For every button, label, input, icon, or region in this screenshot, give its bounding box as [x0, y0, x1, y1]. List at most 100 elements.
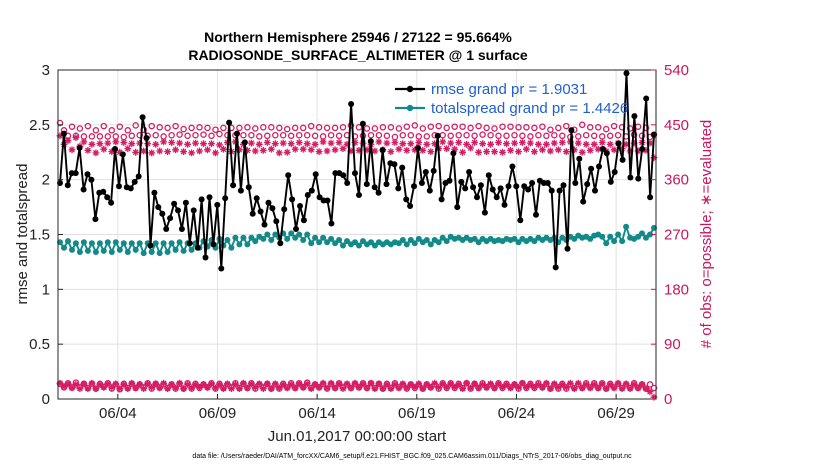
obs-evaluated-marker — [543, 140, 550, 148]
obs-possible-marker — [236, 124, 243, 132]
obs-evaluated-marker — [646, 139, 654, 147]
obs-evaluated-low-marker — [327, 379, 335, 387]
totalspread-point — [264, 231, 271, 238]
obs-possible-low-marker — [467, 385, 474, 392]
obs-possible-low-marker — [268, 385, 275, 392]
rmse-point — [477, 182, 484, 189]
rmse-point — [151, 189, 158, 196]
obs-possible-marker — [212, 126, 219, 133]
obs-possible-marker — [276, 124, 283, 132]
obs-evaluated-marker — [104, 139, 112, 147]
rmse-point — [297, 203, 303, 209]
obs-evaluated-low-marker — [371, 385, 379, 392]
rmse-point — [116, 183, 122, 190]
obs-evaluated-low-marker — [614, 379, 622, 387]
totalspread-point — [65, 238, 71, 245]
obs-evaluated-low-marker — [84, 385, 92, 392]
obs-evaluated-low-marker — [387, 385, 395, 392]
rmse-point — [202, 254, 209, 261]
obs-evaluated-low-marker — [303, 380, 311, 388]
obs-possible-marker — [283, 125, 291, 133]
obs-evaluated-marker — [184, 140, 191, 148]
rmse-point — [218, 265, 225, 272]
obs-possible-low-marker — [228, 384, 235, 391]
obs-possible-low-marker — [387, 384, 395, 392]
obs-evaluated-low-marker — [96, 381, 104, 388]
obs-evaluated-marker — [598, 139, 606, 146]
obs-evaluated-marker — [507, 147, 514, 154]
obs-evaluated-marker — [96, 140, 104, 148]
rmse-point — [261, 221, 268, 228]
obs-evaluated-low-marker — [323, 384, 331, 392]
obs-possible-marker — [120, 133, 128, 141]
obs-possible-marker — [323, 124, 331, 132]
rmse-point — [383, 181, 390, 188]
obs-possible-marker — [311, 132, 319, 140]
obs-possible-marker — [252, 125, 259, 132]
obs-evaluated-marker — [495, 139, 502, 146]
obs-possible-marker — [80, 133, 88, 140]
obs-evaluated-marker — [80, 138, 88, 146]
obs-possible-low-marker — [547, 385, 554, 392]
obs-evaluated-marker — [331, 146, 339, 154]
obs-possible-marker — [590, 132, 598, 140]
rmse-point — [356, 192, 362, 198]
rmse-point — [379, 147, 386, 154]
obs-evaluated-low-marker — [244, 384, 251, 392]
obs-evaluated-low-marker — [431, 379, 439, 387]
obs-possible-marker — [216, 130, 223, 138]
obs-evaluated-low-marker — [598, 380, 606, 388]
obs-possible-marker — [575, 133, 582, 140]
totalspread-point — [603, 240, 610, 247]
obs-possible-low-marker — [582, 379, 590, 387]
obs-possible-marker — [594, 124, 602, 131]
x-tick-label: 06/24 — [498, 405, 536, 422]
obs-evaluated-low-marker — [152, 380, 160, 388]
right-tick-label: 90 — [664, 336, 681, 353]
obs-evaluated-low-marker — [622, 380, 630, 388]
data-file-footer: data file: /Users/raeder/DAI/ATM_forcXX/… — [192, 453, 632, 460]
obs-evaluated-low-marker — [558, 381, 566, 388]
chart-title: Northern Hemisphere 25946 / 27122 = 95.6… — [204, 29, 512, 45]
totalspread-point — [344, 238, 350, 245]
y-tick-label: 2 — [42, 172, 50, 189]
obs-possible-marker — [68, 123, 76, 130]
right-axis-ticks: 0 90 180 270 360 450 540 — [651, 62, 689, 408]
rmse-point — [135, 173, 142, 180]
obs-possible-marker — [108, 127, 116, 134]
obs-evaluated-marker — [192, 139, 199, 147]
totalspread-point — [439, 234, 446, 241]
obs-evaluated-marker — [311, 140, 319, 148]
obs-possible-low-marker — [343, 381, 351, 388]
obs-evaluated-low-marker — [539, 384, 546, 391]
obs-evaluated-marker — [248, 139, 255, 147]
totalspread-point — [415, 235, 422, 242]
totalspread-point — [100, 247, 107, 254]
obs-possible-marker — [160, 133, 167, 140]
obs-evaluated-low-marker — [415, 380, 423, 388]
obs-evaluated-marker — [140, 147, 148, 155]
legend-spread-label: totalspread grand pr = 1.4426 — [431, 100, 628, 117]
obs-possible-low-marker — [575, 381, 582, 388]
obs-evaluated-marker — [375, 138, 383, 146]
obs-evaluated-low-marker — [259, 385, 267, 392]
obs-possible-marker — [287, 132, 295, 140]
obs-evaluated-low-marker — [160, 379, 167, 387]
obs-evaluated-low-marker — [499, 384, 506, 391]
obs-possible-low-marker — [415, 381, 423, 388]
rmse-point — [415, 144, 421, 151]
obs-evaluated-marker — [212, 149, 219, 157]
obs-possible-low-marker — [148, 385, 155, 392]
obs-possible-marker — [539, 123, 546, 130]
obs-possible-low-marker — [311, 381, 319, 388]
y-tick-label: 0.5 — [29, 336, 50, 353]
obs-evaluated-marker — [558, 139, 566, 146]
rmse-point — [104, 194, 111, 201]
obs-evaluated-marker — [255, 140, 263, 148]
obs-possible-marker — [415, 133, 423, 140]
obs-possible-low-marker — [543, 380, 550, 388]
obs-evaluated-low-marker — [339, 385, 347, 392]
obs-possible-marker — [128, 132, 136, 140]
obs-possible-marker — [582, 131, 590, 139]
obs-evaluated-low-marker — [216, 381, 223, 388]
